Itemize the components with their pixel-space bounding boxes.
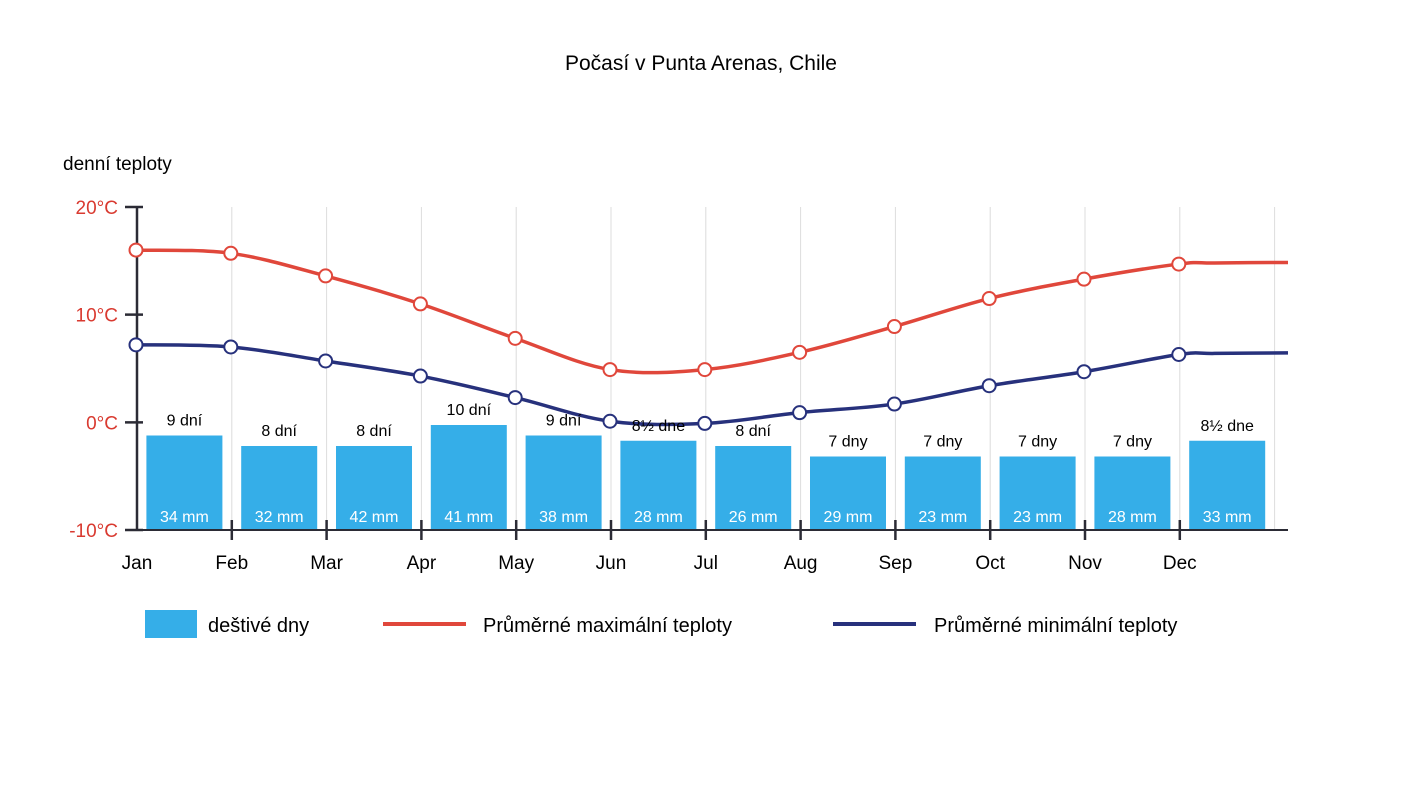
- bar-label-rainy-days: 8½ dne: [632, 418, 685, 435]
- min-temp-point-jul: [697, 415, 713, 431]
- bar-aug: [810, 456, 886, 530]
- y-axis-label: denní teploty: [63, 154, 172, 175]
- min-temp-point-jan: [128, 337, 144, 353]
- bar-label-precipitation: 23 mm: [918, 509, 967, 526]
- y-tick-label: -10°C: [69, 521, 118, 542]
- bar-label-precipitation: 26 mm: [729, 509, 778, 526]
- bar-label-rainy-days: 8½ dne: [1201, 418, 1254, 435]
- min-temp-point-sep: [886, 396, 902, 412]
- bar-mar: [336, 446, 412, 530]
- x-tick-label: Jan: [122, 553, 153, 574]
- labels: 9 dní 34 mm 8 dní 32 mm 8 dní 42 mm 10 dní 41 m…: [160, 402, 1254, 526]
- bar-label-rainy-days: 7 dny: [1018, 434, 1057, 451]
- x-tick-label: Feb: [215, 553, 248, 574]
- bar-label-rainy-days: 8 dní: [735, 423, 771, 440]
- max-temp-point-jun: [602, 362, 618, 378]
- bar-sep: [904, 456, 981, 530]
- x-tick-label: Jun: [596, 553, 627, 574]
- max-temp-point-dec: [1171, 256, 1187, 272]
- bar-label-precipitation: 41 mm: [444, 509, 493, 526]
- y-tick-label: 0°C: [86, 413, 118, 434]
- max-temp-point-oct: [981, 291, 997, 307]
- min-temp-point-jun: [602, 413, 618, 429]
- bar-label-precipitation: 33 mm: [1203, 509, 1252, 526]
- x-tick-label: May: [498, 553, 534, 574]
- max-temp-point-may: [507, 330, 523, 346]
- bar-label-rainy-days: 7 dny: [828, 434, 867, 451]
- bar-label-rainy-days: 9 dní: [167, 413, 203, 430]
- max-temp-point-sep: [886, 319, 902, 335]
- y-tick-label: 20°C: [76, 198, 118, 219]
- temperature-lines: [128, 242, 1289, 431]
- min-temp-point-aug: [792, 405, 808, 421]
- min-temp-point-feb: [223, 339, 239, 355]
- bar-nov: [1094, 456, 1171, 530]
- bar-label-rainy-days: 9 dní: [546, 413, 582, 430]
- bar-label-precipitation: 38 mm: [539, 509, 588, 526]
- y-tick-label: 10°C: [76, 306, 118, 327]
- bar-feb: [241, 446, 318, 530]
- legend-label-max-temp: Průměrné maximální teploty: [483, 615, 732, 637]
- x-tick-label: Aug: [784, 553, 818, 574]
- bar-jan: [146, 435, 223, 530]
- legend-swatch-rainy-days: [145, 610, 197, 638]
- min-temp-point-apr: [412, 368, 428, 384]
- bar-oct: [999, 456, 1076, 530]
- chart-title: Počasí v Punta Arenas, Chile: [565, 52, 837, 75]
- min-temp-line: [135, 343, 1289, 427]
- x-tick-label: Jul: [694, 553, 718, 574]
- bar-label-rainy-days: 7 dny: [1113, 434, 1152, 451]
- max-temp-point-nov: [1076, 271, 1092, 287]
- bar-label-precipitation: 42 mm: [350, 509, 399, 526]
- bar-jul: [715, 446, 792, 530]
- legend-label-min-temp: Průměrné minimální teploty: [934, 615, 1177, 637]
- bar-label-rainy-days: 8 dní: [261, 423, 297, 440]
- bar-label-rainy-days: 8 dní: [356, 423, 392, 440]
- max-temp-line: [135, 248, 1289, 375]
- bar-may: [525, 435, 602, 530]
- min-temp-point-mar: [318, 353, 334, 369]
- bar-jun: [620, 440, 697, 530]
- max-temp-point-mar: [318, 268, 334, 284]
- min-temp-point-oct: [981, 378, 997, 394]
- x-tick-label: Dec: [1163, 553, 1197, 574]
- legend-label-rainy-days: deštivé dny: [208, 615, 309, 637]
- max-temp-point-jan: [128, 242, 144, 258]
- x-tick-label: Apr: [407, 553, 437, 574]
- x-tick-label: Oct: [975, 553, 1005, 574]
- min-temp-point-dec: [1171, 347, 1187, 363]
- legend: deštivé dny Průměrné maximální teploty P…: [145, 610, 1177, 638]
- min-temp-point-may: [507, 390, 523, 406]
- max-temp-point-aug: [792, 344, 808, 360]
- min-temp-point-nov: [1076, 364, 1092, 380]
- bar-label-precipitation: 28 mm: [634, 509, 683, 526]
- bar-label-precipitation: 32 mm: [255, 509, 304, 526]
- bar-label-rainy-days: 10 dní: [447, 402, 492, 419]
- bar-label-precipitation: 23 mm: [1013, 509, 1062, 526]
- bar-label-precipitation: 29 mm: [824, 509, 873, 526]
- bar-apr: [430, 425, 507, 530]
- bars: [146, 425, 1266, 530]
- x-tick-label: Sep: [878, 553, 912, 574]
- max-temp-point-jul: [697, 362, 713, 378]
- x-tick-label: Mar: [310, 553, 343, 574]
- bar-label-precipitation: 28 mm: [1108, 509, 1157, 526]
- max-temp-point-apr: [412, 296, 428, 312]
- bar-label-precipitation: 34 mm: [160, 509, 209, 526]
- bar-label-rainy-days: 7 dny: [923, 434, 962, 451]
- x-tick-label: Nov: [1068, 553, 1102, 574]
- max-temp-point-feb: [223, 245, 239, 261]
- bar-dec: [1189, 440, 1266, 530]
